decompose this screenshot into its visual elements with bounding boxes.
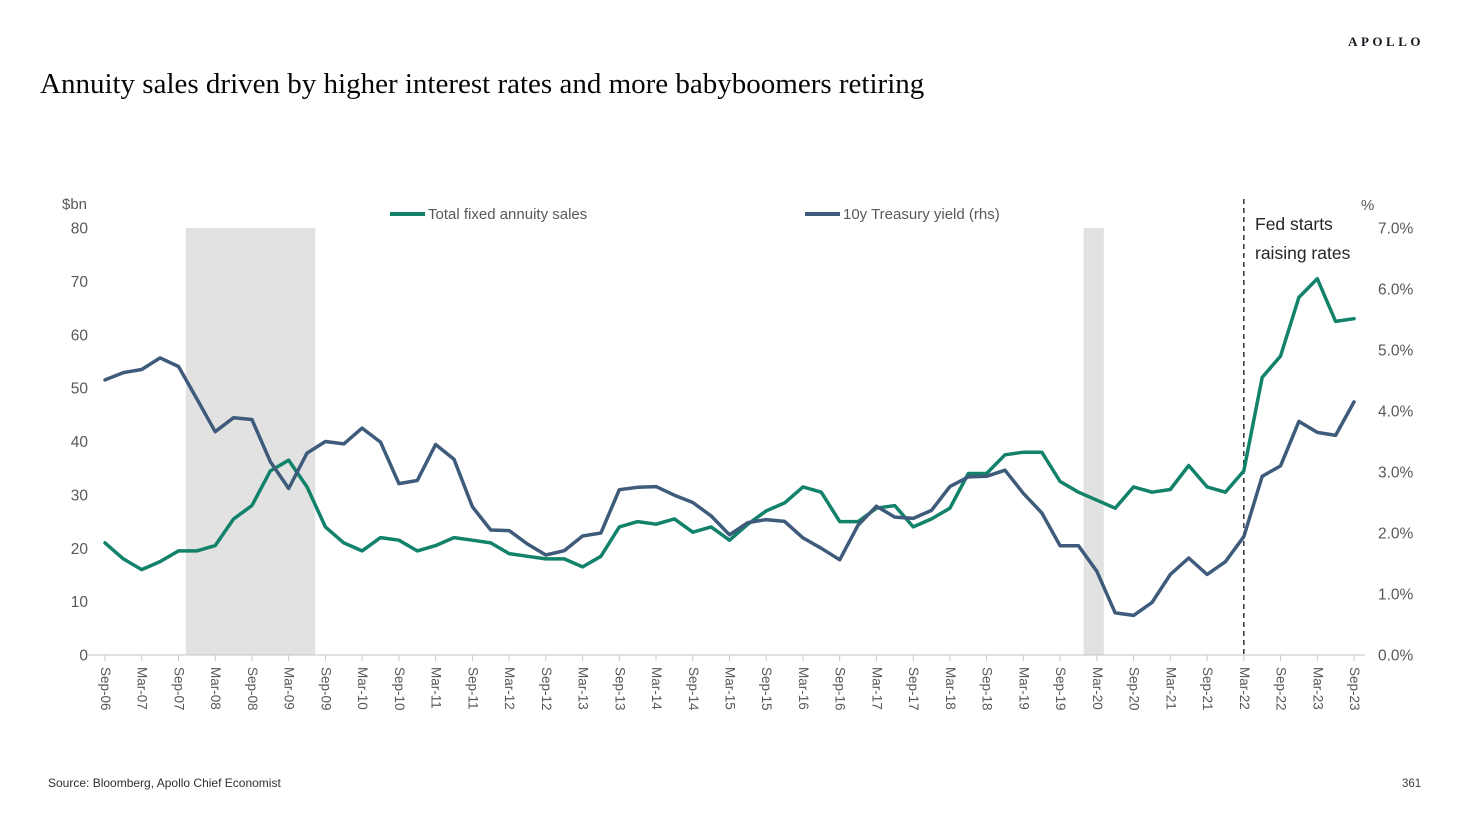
x-tick-label: Mar-09 bbox=[282, 667, 297, 710]
x-tick-label: Mar-15 bbox=[723, 667, 738, 710]
series-line-treasury-yield bbox=[103, 356, 1356, 618]
x-tick-label: Sep-14 bbox=[686, 667, 701, 711]
right-axis-tick-label: 0.0% bbox=[1378, 648, 1414, 665]
left-axis-unit-label: $bn bbox=[62, 196, 88, 213]
x-tick-label: Mar-22 bbox=[1237, 667, 1252, 710]
legend-swatch bbox=[390, 212, 425, 216]
legend-item-annuity-sales: Total fixed annuity sales bbox=[390, 204, 587, 224]
legend-label: 10y Treasury yield (rhs) bbox=[843, 205, 1000, 223]
x-tick-label: Mar-11 bbox=[429, 667, 444, 709]
right-axis-unit-label: % bbox=[1361, 197, 1375, 214]
x-tick-label: Sep-06 bbox=[98, 667, 113, 711]
x-tick-label: Mar-13 bbox=[576, 667, 591, 710]
series-line-annuity-sales bbox=[103, 276, 1356, 572]
fed-annotation-line1: Fed starts bbox=[1255, 214, 1333, 234]
fed-annotation: Fed starts raising rates bbox=[1255, 210, 1385, 268]
recession-band-1 bbox=[185, 228, 316, 655]
x-tick-label: Sep-21 bbox=[1200, 667, 1215, 711]
right-axis-tick-label: 5.0% bbox=[1378, 343, 1414, 360]
x-tick-label: Mar-14 bbox=[649, 667, 664, 710]
left-axis-tick-label: 80 bbox=[71, 221, 89, 238]
fed-annotation-line2: raising rates bbox=[1255, 243, 1351, 263]
x-tick-label: Mar-21 bbox=[1163, 667, 1178, 710]
page-number: 361 bbox=[1402, 778, 1422, 790]
x-tick-label: Mar-19 bbox=[1016, 667, 1031, 710]
x-tick-label: Mar-17 bbox=[869, 667, 884, 710]
x-tick-label: Mar-20 bbox=[1090, 667, 1105, 710]
left-axis-tick-label: 60 bbox=[71, 327, 89, 344]
x-tick-label: Sep-23 bbox=[1347, 667, 1362, 711]
x-tick-label: Mar-07 bbox=[135, 667, 150, 710]
apollo-logo: APOLLO bbox=[1348, 34, 1424, 49]
x-tick-label: Sep-18 bbox=[980, 667, 995, 711]
page-title: Annuity sales driven by higher interest … bbox=[40, 68, 925, 100]
x-tick-label: Sep-15 bbox=[759, 667, 774, 711]
right-axis-tick-label: 2.0% bbox=[1378, 526, 1414, 543]
x-tick-label: Mar-16 bbox=[796, 667, 811, 710]
left-axis-tick-label: 40 bbox=[71, 434, 89, 451]
x-tick-label: Sep-16 bbox=[833, 667, 848, 711]
left-axis-tick-label: 0 bbox=[79, 648, 88, 665]
left-axis-tick-label: 10 bbox=[71, 594, 89, 611]
x-tick-label: Sep-07 bbox=[172, 667, 187, 711]
left-axis-tick-label: 70 bbox=[71, 274, 89, 291]
legend-item-treasury-yield: 10y Treasury yield (rhs) bbox=[805, 204, 1000, 224]
x-tick-label: Sep-11 bbox=[465, 667, 480, 710]
right-axis-tick-label: 1.0% bbox=[1378, 587, 1414, 604]
source-note: Source: Bloomberg, Apollo Chief Economis… bbox=[48, 776, 281, 790]
x-tick-label: Sep-20 bbox=[1127, 667, 1142, 711]
x-tick-label: Sep-17 bbox=[906, 667, 921, 711]
x-tick-label: Sep-19 bbox=[1053, 667, 1068, 711]
x-tick-label: Sep-09 bbox=[318, 667, 333, 711]
right-axis-tick-label: 4.0% bbox=[1378, 404, 1414, 421]
chart-legend: Total fixed annuity sales 10y Treasury yi… bbox=[0, 204, 1467, 224]
right-axis-tick-label: 7.0% bbox=[1378, 221, 1414, 238]
x-tick-label: Sep-12 bbox=[539, 667, 554, 711]
x-tick-label: Mar-10 bbox=[355, 667, 370, 710]
x-tick-label: Sep-08 bbox=[245, 667, 260, 711]
right-axis-tick-label: 3.0% bbox=[1378, 465, 1414, 482]
x-tick-label: Mar-08 bbox=[208, 667, 223, 710]
x-tick-label: Mar-23 bbox=[1310, 667, 1325, 710]
legend-label: Total fixed annuity sales bbox=[428, 205, 588, 223]
left-axis-tick-label: 50 bbox=[71, 381, 89, 398]
recession-band-2 bbox=[1083, 228, 1104, 655]
x-tick-label: Mar-18 bbox=[943, 667, 958, 710]
right-axis-tick-label: 6.0% bbox=[1378, 282, 1414, 299]
x-tick-label: Sep-22 bbox=[1274, 667, 1289, 711]
left-axis-tick-label: 30 bbox=[71, 487, 89, 504]
x-tick-label: Sep-10 bbox=[392, 667, 407, 711]
x-tick-label: Mar-12 bbox=[502, 667, 517, 710]
x-tick-label: Sep-13 bbox=[612, 667, 627, 711]
legend-swatch bbox=[805, 212, 840, 216]
left-axis-tick-label: 20 bbox=[71, 541, 89, 558]
